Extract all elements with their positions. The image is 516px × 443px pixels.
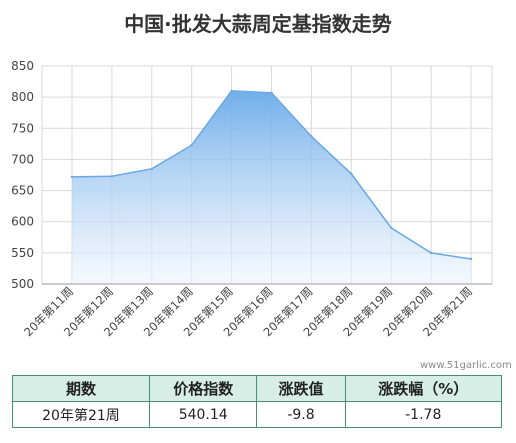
data-point [270,91,273,94]
y-tick-label: 500 [11,277,34,291]
cell-change-percent: -1.78 [344,401,502,428]
data-point [429,251,433,255]
data-point [350,172,353,175]
header-period: 期数 [12,375,150,402]
cell-price-index: 540.14 [148,401,258,428]
y-tick-label: 650 [11,184,34,198]
table-row: 20年第21周 540.14 -9.8 -1.78 [12,401,502,428]
header-change-percent: 涨跌幅（%） [344,375,502,402]
y-tick-label: 850 [11,59,34,73]
data-point [469,257,473,261]
data-point [310,135,313,138]
cell-change-value: -9.8 [256,401,346,428]
data-point [190,143,193,147]
data-point [150,167,153,170]
cell-period: 20年第21周 [12,401,150,428]
series-area [72,90,471,285]
y-tick-label: 550 [11,246,34,260]
y-tick-label: 600 [11,215,34,229]
watermark: www.51garlic.com [420,360,512,371]
chart-title: 中国·批发大蒜周定基指数走势 [124,12,392,36]
y-tick-label: 700 [11,152,34,166]
y-tick-label: 750 [11,121,34,135]
summary-table: 期数 价格指数 涨跌值 涨跌幅（%） 20年第21周 540.14 -9.8 -… [12,375,502,428]
y-tick-label: 800 [11,90,34,104]
table-header-row: 期数 价格指数 涨跌值 涨跌幅（%） [12,375,502,402]
data-point [230,89,233,93]
data-point [70,175,74,179]
data-point [390,226,393,230]
chart: 50055060065070075080085020年第11周20年第12周20… [11,59,493,339]
header-price-index: 价格指数 [148,375,258,402]
header-change-value: 涨跌值 [256,375,346,402]
data-point [110,175,114,178]
